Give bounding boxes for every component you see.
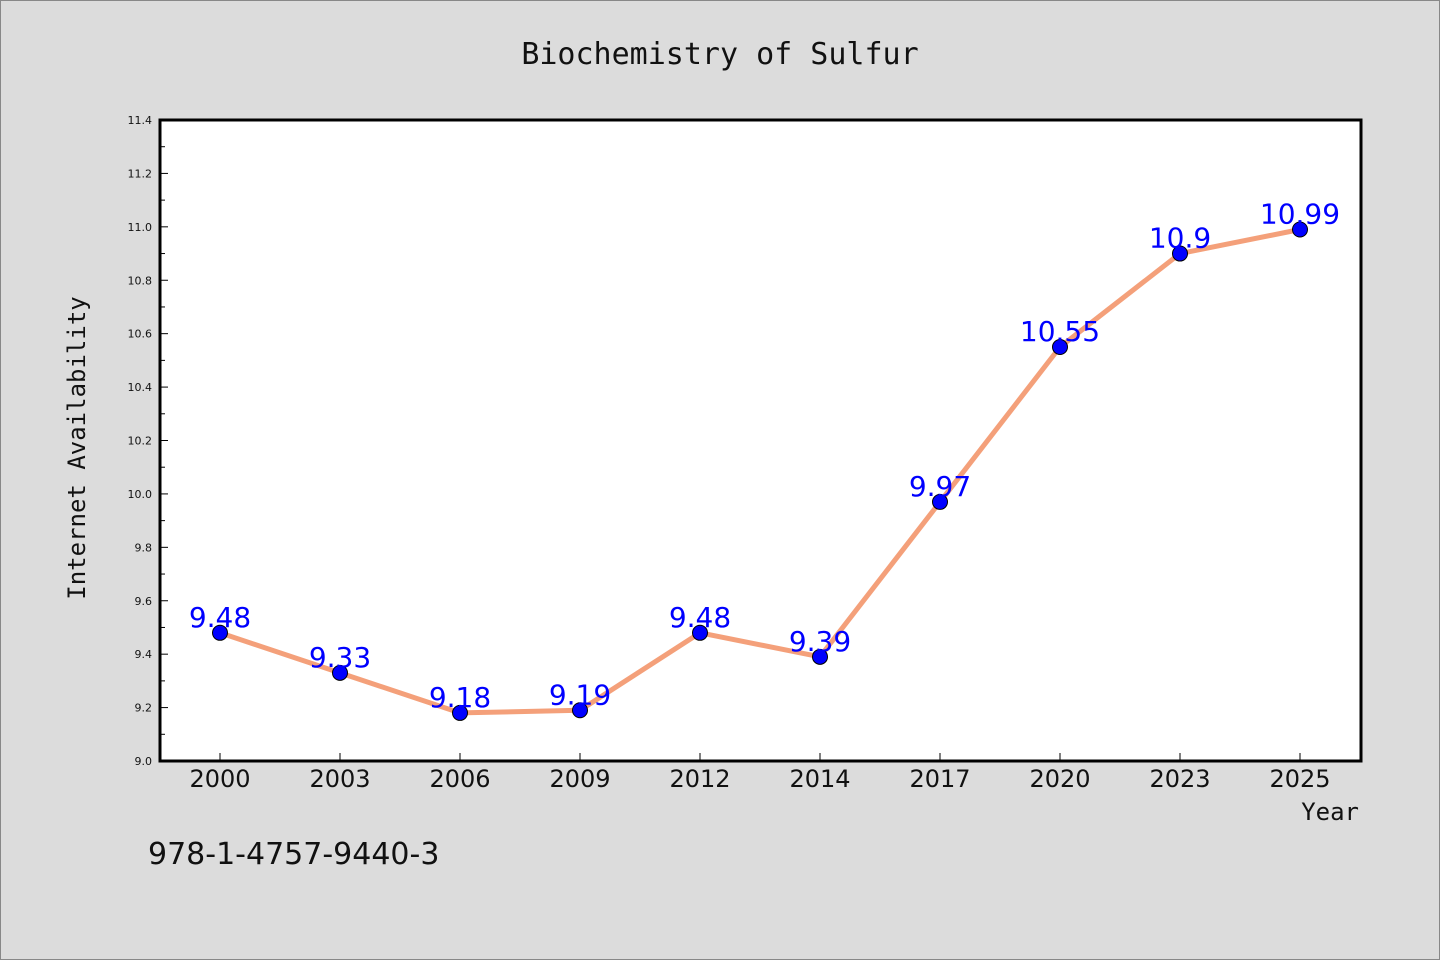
data-markers xyxy=(212,221,1308,721)
data-point xyxy=(212,624,228,641)
y-tick-label: 10.0 xyxy=(128,488,153,501)
isbn-annotation: 978-1-4757-9440-3 xyxy=(148,837,439,872)
data-label: 9.48 xyxy=(189,601,251,634)
y-tick-label: 9.0 xyxy=(135,755,153,768)
y-tick-label: 9.8 xyxy=(135,541,153,554)
data-point xyxy=(1052,339,1068,356)
data-label: 9.18 xyxy=(429,681,491,714)
data-point xyxy=(452,704,468,721)
x-tick-label: 2009 xyxy=(549,765,610,793)
x-tick-label: 2025 xyxy=(1269,765,1330,793)
data-label: 10.9 xyxy=(1149,222,1211,255)
data-point xyxy=(1172,245,1188,262)
data-label: 10.99 xyxy=(1260,198,1340,231)
x-tick-label: 2006 xyxy=(429,765,490,793)
chart-title: Biochemistry of Sulfur xyxy=(521,37,918,72)
x-tick-label: 2014 xyxy=(789,765,850,793)
y-axis-label: Internet Availability xyxy=(63,296,91,599)
y-tick-label: 10.2 xyxy=(128,435,153,448)
x-tick-label: 2023 xyxy=(1149,765,1210,793)
x-axis-ticks: 2000 2003 2006 2009 2012 2014 2017 2020 2023 2025 xyxy=(189,753,1331,793)
series-line xyxy=(217,227,1303,716)
data-label: 9.19 xyxy=(549,678,611,711)
y-tick-label: 9.6 xyxy=(135,595,153,608)
data-point xyxy=(932,493,948,510)
data-label: 10.55 xyxy=(1020,315,1100,348)
x-tick-label: 2020 xyxy=(1029,765,1090,793)
data-label: 9.39 xyxy=(789,625,851,658)
x-tick-label: 2017 xyxy=(909,765,970,793)
data-point xyxy=(572,702,588,719)
data-point xyxy=(812,648,828,665)
y-tick-label: 11.2 xyxy=(128,167,153,180)
data-point xyxy=(332,664,348,681)
plot-area xyxy=(158,118,1363,763)
y-tick-label: 9.2 xyxy=(135,702,153,715)
y-tick-label: 10.6 xyxy=(128,328,153,341)
data-label: 9.33 xyxy=(309,641,371,674)
data-label: 9.97 xyxy=(909,470,971,503)
x-axis-label: Year xyxy=(1301,798,1359,826)
data-point xyxy=(1292,221,1308,238)
x-tick-label: 2000 xyxy=(189,765,250,793)
x-tick-label: 2012 xyxy=(669,765,730,793)
data-point xyxy=(692,624,708,641)
y-tick-label: 11.0 xyxy=(128,221,153,234)
data-label: 9.48 xyxy=(669,601,731,634)
y-tick-label: 9.4 xyxy=(135,648,153,661)
data-labels: 9.48 9.33 9.18 9.19 9.48 9.39 9.97 10.55 10.9 10.… xyxy=(189,198,1340,714)
y-tick-label: 10.4 xyxy=(128,381,153,394)
y-tick-label: 10.8 xyxy=(128,274,153,287)
x-tick-label: 2003 xyxy=(309,765,370,793)
y-axis-ticks: 9.0 9.2 9.4 9.6 9.8 10.0 10.2 10.4 10.6 10.8 11.0 1… xyxy=(128,114,168,768)
y-tick-label: 11.4 xyxy=(128,114,153,127)
